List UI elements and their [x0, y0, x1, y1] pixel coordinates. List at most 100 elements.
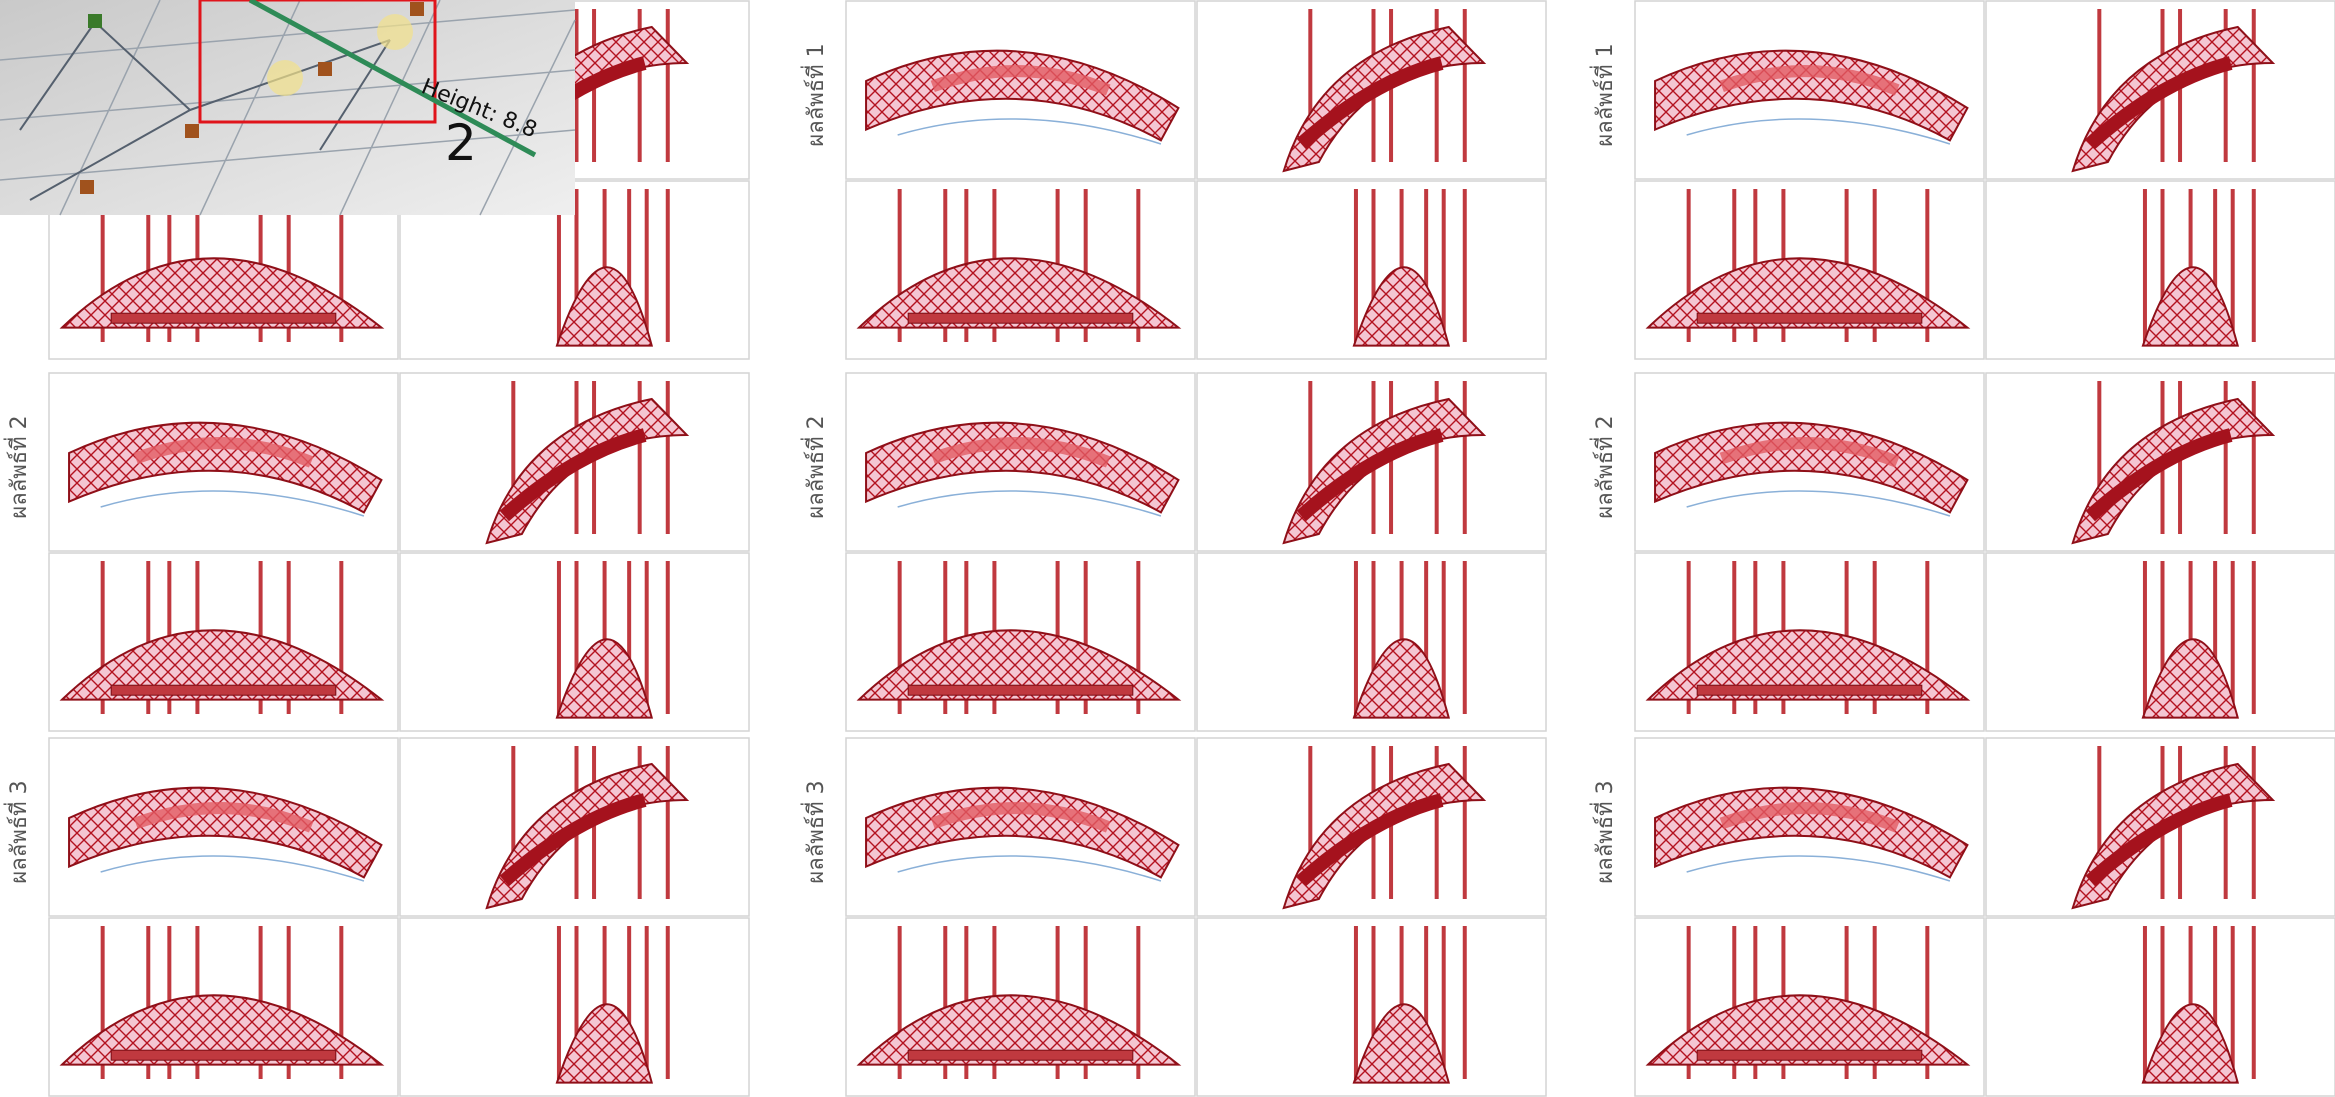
- column-post: [627, 926, 632, 1079]
- column-post: [2251, 9, 2256, 162]
- base-beam: [1696, 684, 1923, 696]
- base-beam: [110, 1049, 337, 1061]
- column-post: [1371, 926, 1376, 1079]
- column-post: [665, 926, 670, 1079]
- mesh-peak: [2141, 638, 2240, 719]
- column-post: [1732, 561, 1737, 714]
- column-post: [1686, 926, 1691, 1079]
- result-group: ผลลัพธ์ที่ 2: [1589, 372, 2335, 732]
- mesh-surface: [865, 786, 1180, 879]
- mesh-surface: [1654, 49, 1969, 142]
- column-post: [1308, 9, 1313, 162]
- support-beam: [1296, 56, 1444, 150]
- column-post: [100, 561, 105, 714]
- inset-node: [185, 124, 199, 138]
- result-label: ผลลัพธ์ที่ 1: [1589, 43, 1618, 146]
- column-post: [2223, 746, 2228, 899]
- column-post: [339, 189, 344, 342]
- guide-curve: [1686, 490, 1951, 517]
- mesh-dome: [1645, 629, 1971, 701]
- result-group: ผลลัพธ์ที่ 1: [800, 0, 1547, 360]
- column-post: [637, 746, 642, 899]
- column-post: [2160, 926, 2165, 1079]
- inset-viewport: Height: 8.8 2: [0, 0, 576, 216]
- column-post: [943, 189, 948, 342]
- column-post: [2223, 381, 2228, 534]
- column-post: [1136, 926, 1141, 1079]
- column-post: [1925, 561, 1930, 714]
- mesh-surface: [865, 49, 1180, 142]
- mesh-peak: [2141, 1003, 2240, 1084]
- result-group: ผลลัพธ์ที่ 3: [1589, 737, 2335, 1097]
- column-post: [100, 189, 105, 342]
- column-post: [1686, 189, 1691, 342]
- column-post: [1732, 926, 1737, 1079]
- column-post: [1371, 189, 1376, 342]
- result-label: ผลลัพธ์ที่ 3: [3, 780, 32, 883]
- column-post: [665, 381, 670, 534]
- mesh-dome: [59, 257, 385, 329]
- guide-curve: [897, 118, 1162, 145]
- column-post: [574, 189, 579, 342]
- column-post: [637, 381, 642, 534]
- column-post: [602, 926, 607, 1079]
- column-post: [339, 561, 344, 714]
- column-post: [665, 561, 670, 714]
- column-post: [556, 926, 561, 1079]
- column-post: [100, 926, 105, 1079]
- column-post: [1441, 561, 1446, 714]
- mesh-dome: [856, 629, 1182, 701]
- mesh-peak: [555, 1003, 654, 1084]
- support-beam: [133, 437, 314, 468]
- inset-highlight: [267, 60, 303, 96]
- column-post: [1371, 561, 1376, 714]
- column-post: [1083, 926, 1088, 1079]
- base-beam: [1696, 312, 1923, 324]
- column-post: [1136, 189, 1141, 342]
- result-label: ผลลัพธ์ที่ 2: [1589, 415, 1618, 518]
- result-group: ผลลัพธ์ที่ 3: [800, 737, 1547, 1097]
- result-group: ผลลัพธ์ที่ 2: [3, 372, 750, 732]
- column-post: [2160, 189, 2165, 342]
- mesh-dome: [1645, 994, 1971, 1066]
- column-post: [2251, 746, 2256, 899]
- column-post: [627, 561, 632, 714]
- mesh-peak: [555, 638, 654, 719]
- column-post: [1462, 746, 1467, 899]
- column-post: [1462, 189, 1467, 342]
- column-post: [556, 561, 561, 714]
- mesh-peak: [1352, 266, 1451, 347]
- mesh-surface: [865, 421, 1180, 514]
- column-post: [665, 189, 670, 342]
- column-post: [627, 189, 632, 342]
- column-post: [2251, 381, 2256, 534]
- column-post: [2223, 9, 2228, 162]
- column-post: [602, 561, 607, 714]
- support-beam: [499, 428, 647, 522]
- inset-node: [88, 14, 102, 28]
- inset-highlight: [377, 14, 413, 50]
- inset-floor: [0, 0, 575, 215]
- result-label: ผลลัพธ์ที่ 2: [3, 415, 32, 518]
- mesh-peak: [555, 266, 654, 347]
- guide-curve: [897, 490, 1162, 517]
- column-post: [2251, 926, 2256, 1079]
- column-post: [1424, 926, 1429, 1079]
- guide-curve: [100, 855, 365, 882]
- column-post: [1424, 189, 1429, 342]
- column-post: [2142, 926, 2147, 1079]
- column-post: [2213, 926, 2218, 1079]
- column-post: [286, 189, 291, 342]
- column-post: [1083, 561, 1088, 714]
- column-post: [2142, 561, 2147, 714]
- inset-node: [318, 62, 332, 76]
- result-label: ผลลัพธ์ที่ 3: [1589, 780, 1618, 883]
- result-label: ผลลัพธ์ที่ 3: [800, 780, 829, 883]
- column-post: [2160, 561, 2165, 714]
- mesh-surface: [68, 786, 383, 879]
- mesh-dome: [59, 994, 385, 1066]
- column-post: [2188, 189, 2193, 342]
- guide-curve: [1686, 118, 1951, 145]
- support-beam: [133, 802, 314, 833]
